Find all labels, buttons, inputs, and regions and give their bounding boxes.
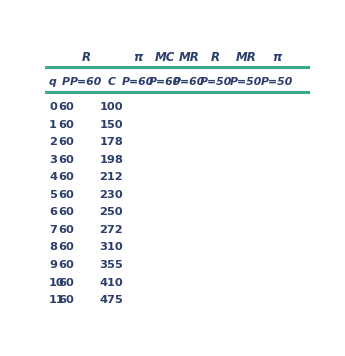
Text: 310: 310 xyxy=(99,242,123,252)
Text: P=60: P=60 xyxy=(122,78,154,88)
Text: 10: 10 xyxy=(49,278,65,288)
Text: 0: 0 xyxy=(49,102,57,112)
Text: 410: 410 xyxy=(99,278,123,288)
Text: 60: 60 xyxy=(58,225,74,235)
Text: P: P xyxy=(62,78,70,88)
Text: 5: 5 xyxy=(49,190,57,200)
Text: P=60: P=60 xyxy=(70,78,102,88)
Text: P=60: P=60 xyxy=(172,78,205,88)
Text: 60: 60 xyxy=(58,172,74,182)
Text: 60: 60 xyxy=(58,102,74,112)
Text: 475: 475 xyxy=(99,295,123,305)
Text: 150: 150 xyxy=(99,120,123,130)
Text: 60: 60 xyxy=(58,190,74,200)
Text: 4: 4 xyxy=(49,172,57,182)
Text: 272: 272 xyxy=(99,225,123,235)
Text: 1: 1 xyxy=(49,120,57,130)
Text: 8: 8 xyxy=(49,242,57,252)
Text: 60: 60 xyxy=(58,208,74,218)
Text: 60: 60 xyxy=(58,120,74,130)
Text: 6: 6 xyxy=(49,208,57,218)
Text: C: C xyxy=(107,78,115,88)
Text: π: π xyxy=(134,51,143,64)
Text: 100: 100 xyxy=(99,102,123,112)
Text: 230: 230 xyxy=(99,190,123,200)
Text: 178: 178 xyxy=(99,137,123,147)
Text: 9: 9 xyxy=(49,260,57,270)
Text: 60: 60 xyxy=(58,278,74,288)
Text: P=50: P=50 xyxy=(261,78,293,88)
Text: 7: 7 xyxy=(49,225,57,235)
Text: 60: 60 xyxy=(58,155,74,165)
Text: 60: 60 xyxy=(58,260,74,270)
Text: MR: MR xyxy=(178,51,199,64)
Text: 198: 198 xyxy=(99,155,123,165)
Text: 250: 250 xyxy=(99,208,123,218)
Text: 3: 3 xyxy=(49,155,57,165)
Text: 60: 60 xyxy=(58,295,74,305)
Text: q: q xyxy=(49,78,57,88)
Text: 60: 60 xyxy=(58,242,74,252)
Text: P=50: P=50 xyxy=(199,78,232,88)
Text: 212: 212 xyxy=(99,172,123,182)
Text: 2: 2 xyxy=(49,137,57,147)
Text: R: R xyxy=(81,51,90,64)
Text: 60: 60 xyxy=(58,137,74,147)
Text: MR: MR xyxy=(236,51,257,64)
Text: P=60: P=60 xyxy=(149,78,181,88)
Text: MC: MC xyxy=(155,51,175,64)
Text: π: π xyxy=(273,51,282,64)
Text: R: R xyxy=(211,51,220,64)
Text: 355: 355 xyxy=(99,260,123,270)
Text: 11: 11 xyxy=(49,295,65,305)
Text: P=50: P=50 xyxy=(230,78,263,88)
